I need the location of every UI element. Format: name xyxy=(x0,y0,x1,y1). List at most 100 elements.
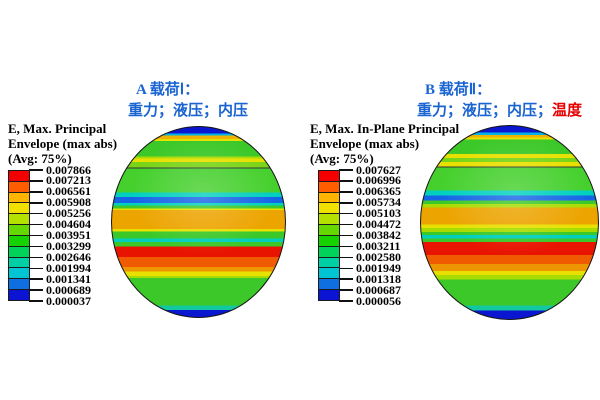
legend-value: 0.004604 xyxy=(46,217,91,232)
legend-tick-row: 0.002580 xyxy=(339,249,401,264)
legend-tick-row: 0.004472 xyxy=(339,218,401,231)
load-case-2-conditions: 重力；液压；内压；温度 xyxy=(417,101,582,122)
contour-sphere-load-case-1 xyxy=(111,126,286,318)
legend-2-titles: E, Max. In-Plane Principal Envelope (max… xyxy=(310,121,460,166)
legend-tick-row: 0.001949 xyxy=(339,261,401,275)
legend-value: 0.006561 xyxy=(46,184,91,199)
legend-tick-row: 0.001994 xyxy=(29,260,91,275)
legend-tick-row: 0.005103 xyxy=(339,207,401,220)
load-case-1-conditions-text: 重力；液压；内压 xyxy=(128,103,249,119)
legend-value: 0.001341 xyxy=(46,271,91,286)
legend-tick-mark xyxy=(339,169,353,171)
legend-tick-mark xyxy=(29,256,43,259)
legend-2-colorbar xyxy=(318,170,340,301)
load-case-1-conditions: 重力；液压；内压 xyxy=(128,101,248,122)
legend-value: 0.005908 xyxy=(46,195,91,210)
legend-color-swatch xyxy=(319,246,339,258)
legend-tick-mark xyxy=(29,191,43,193)
legend-tick-mark xyxy=(29,180,43,182)
load-case-2-heading: B 载荷Ⅱ： xyxy=(425,82,492,98)
legend-value: 0.005256 xyxy=(46,206,91,221)
legend-color-swatch xyxy=(9,290,29,300)
legend-value: 0.006365 xyxy=(356,184,401,199)
legend-value: 0.007866 xyxy=(46,162,91,177)
legend-tick-mark xyxy=(339,212,353,215)
legend-tick-row: 0.006996 xyxy=(339,174,401,187)
legend-tick-mark xyxy=(339,245,353,248)
legend-tick-row: 0.005908 xyxy=(29,196,91,209)
legend-value: 0.001318 xyxy=(356,271,401,286)
legend-averaging-label: (Avg: 75%) xyxy=(8,151,72,166)
legend-color-swatch xyxy=(9,181,29,193)
legend-tick-row: 0.005256 xyxy=(29,207,91,220)
legend-tick-mark xyxy=(29,212,43,215)
legend-value: 0.006996 xyxy=(356,173,401,188)
legend-tick-row: 0.007866 xyxy=(29,162,91,177)
legend-value: 0.005103 xyxy=(356,206,401,221)
legend-tick-row: 0.006365 xyxy=(339,185,401,198)
legend-value: 0.003842 xyxy=(356,228,401,242)
legend-value: 0.000687 xyxy=(356,282,401,297)
legend-tick-mark xyxy=(339,267,353,269)
load-case-1-title: A 载荷Ⅰ： 重力；液压；内压 xyxy=(128,80,248,122)
legend-value: 0.002646 xyxy=(46,249,91,264)
legend-tick-mark xyxy=(339,289,353,291)
legend-tick-row: 0.000687 xyxy=(339,282,401,297)
legend-2-color-scale: 0.007627 0.006996 0.006365 0.005734 0.005103… xyxy=(318,163,434,307)
legend-color-swatch xyxy=(9,171,29,182)
load-case-2-conditions-text: 重力；液压；内压； xyxy=(417,103,553,119)
legend-color-swatch xyxy=(319,171,339,182)
legend-color-swatch xyxy=(319,279,339,291)
legend-tick-row: 0.002646 xyxy=(29,249,91,264)
legend-tick-row: 0.001341 xyxy=(29,271,91,286)
legend-tick-mark xyxy=(29,202,43,204)
legend-color-swatch xyxy=(319,214,339,226)
legend-envelope-label: Envelope (max abs) xyxy=(310,136,420,151)
legend-value: 0.003211 xyxy=(356,238,401,253)
legend-value: 0.005734 xyxy=(356,195,401,210)
legend-value: 0.000037 xyxy=(46,293,91,308)
legend-color-swatch xyxy=(319,203,339,215)
legend-color-swatch xyxy=(319,235,339,247)
legend-tick-mark xyxy=(339,256,353,259)
legend-color-swatch xyxy=(319,257,339,269)
legend-tick-mark xyxy=(339,278,353,280)
legend-color-swatch xyxy=(319,290,339,300)
legend-color-swatch xyxy=(319,268,339,280)
legend-tick-mark xyxy=(29,169,43,171)
legend-tick-row: 0.006561 xyxy=(29,185,91,198)
legend-1-titles: E, Max. Principal Envelope (max abs) (Av… xyxy=(8,121,124,166)
load-case-2-title: B 载荷Ⅱ： 重力；液压；内压；温度 xyxy=(417,80,582,122)
legend-tick-row: 0.007627 xyxy=(339,162,401,177)
legend-value: 0.004472 xyxy=(356,217,401,232)
legend-tick-row: 0.001318 xyxy=(339,271,401,286)
legend-value: 0.003951 xyxy=(46,228,91,242)
legend-tick-mark xyxy=(29,234,43,237)
legend-color-swatch xyxy=(9,214,29,226)
legend-tick-row: 0.003842 xyxy=(339,229,401,242)
legend-tick-mark xyxy=(339,234,353,237)
legend-value: 0.001994 xyxy=(46,260,91,275)
legend-tick-mark xyxy=(339,202,353,204)
legend-tick-row: 0.003299 xyxy=(29,239,91,253)
legend-color-swatch xyxy=(9,268,29,280)
legend-tick-row: 0.000689 xyxy=(29,282,91,297)
legend-value: 0.000689 xyxy=(46,282,91,297)
legend-envelope-label: Envelope (max abs) xyxy=(8,136,118,151)
legend-color-swatch xyxy=(319,181,339,193)
legend-averaging-label: (Avg: 75%) xyxy=(310,151,374,166)
legend-color-swatch xyxy=(319,225,339,236)
legend-tick-mark xyxy=(29,289,43,291)
legend-tick-mark xyxy=(29,245,43,248)
legend-color-swatch xyxy=(9,192,29,204)
legend-value: 0.007627 xyxy=(356,162,401,177)
legend-field-name: E, Max. In-Plane Principal xyxy=(310,121,460,136)
legend-tick-mark xyxy=(339,180,353,182)
legend-color-swatch xyxy=(9,235,29,247)
legend-color-swatch xyxy=(319,192,339,204)
legend-tick-row: 0.003951 xyxy=(29,229,91,242)
legend-color-swatch xyxy=(9,203,29,215)
legend-value: 0.002580 xyxy=(356,249,401,264)
legend-tick-mark xyxy=(29,300,43,302)
legend-1-colorbar xyxy=(8,170,30,301)
